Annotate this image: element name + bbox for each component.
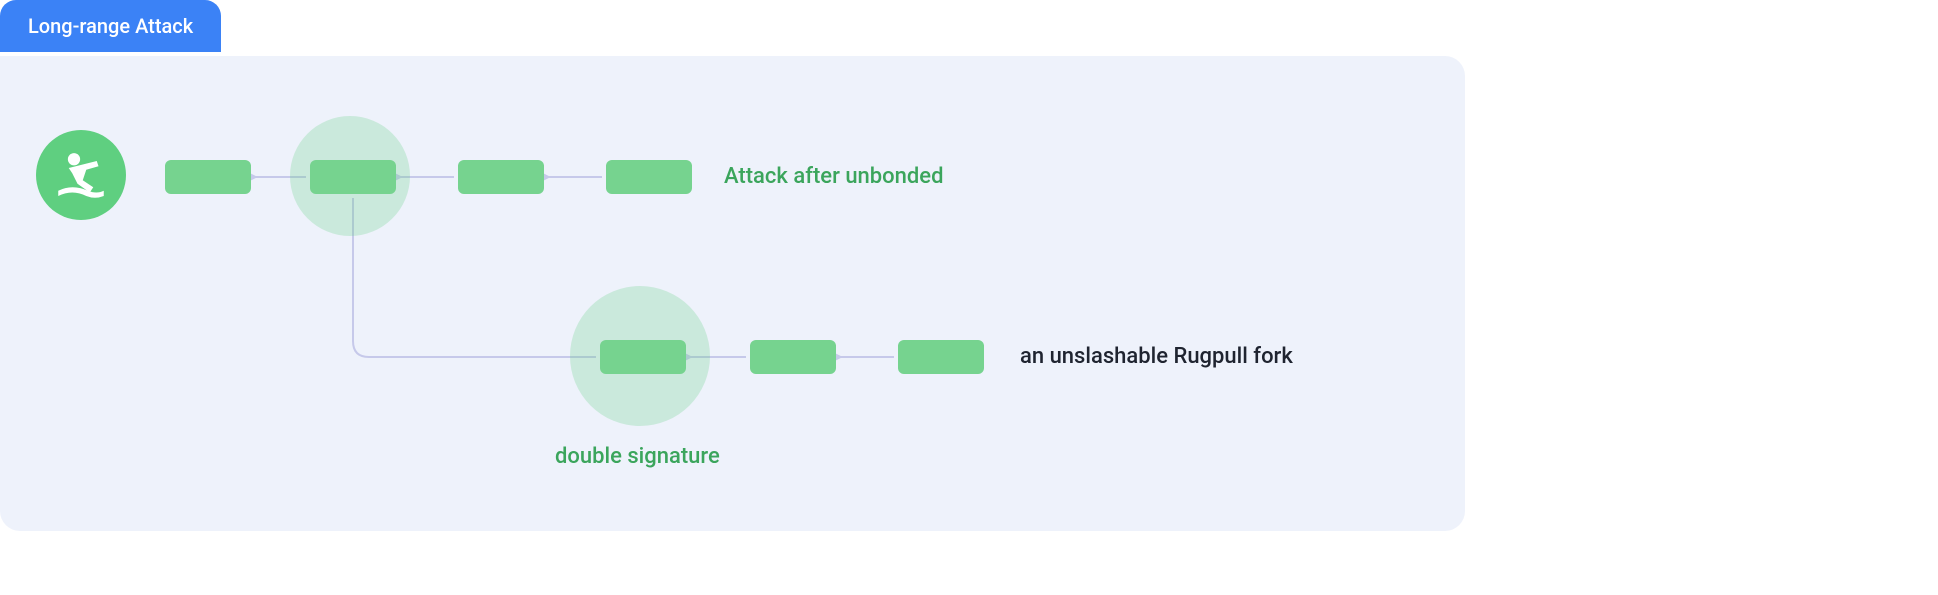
diagram-stage: Attack after unbonded an unslashable Rug…	[0, 56, 1465, 531]
label-attack-after-unbonded: Attack after unbonded	[724, 164, 943, 189]
connector-lines	[0, 56, 1465, 531]
label-rugpull-fork: an unslashable Rugpull fork	[1020, 344, 1293, 369]
label-double-signature: double signature	[555, 444, 720, 469]
chain-block	[898, 340, 984, 374]
falling-person-icon	[36, 130, 126, 220]
falling-glyph	[53, 147, 109, 203]
diagram-panel: Attack after unbonded an unslashable Rug…	[0, 56, 1465, 531]
chain-block	[310, 160, 396, 194]
chain-block	[458, 160, 544, 194]
tab-label: Long-range Attack	[28, 14, 193, 38]
chain-block	[600, 340, 686, 374]
chain-block	[165, 160, 251, 194]
chain-block	[750, 340, 836, 374]
tab-long-range-attack: Long-range Attack	[0, 0, 221, 52]
chain-block	[606, 160, 692, 194]
